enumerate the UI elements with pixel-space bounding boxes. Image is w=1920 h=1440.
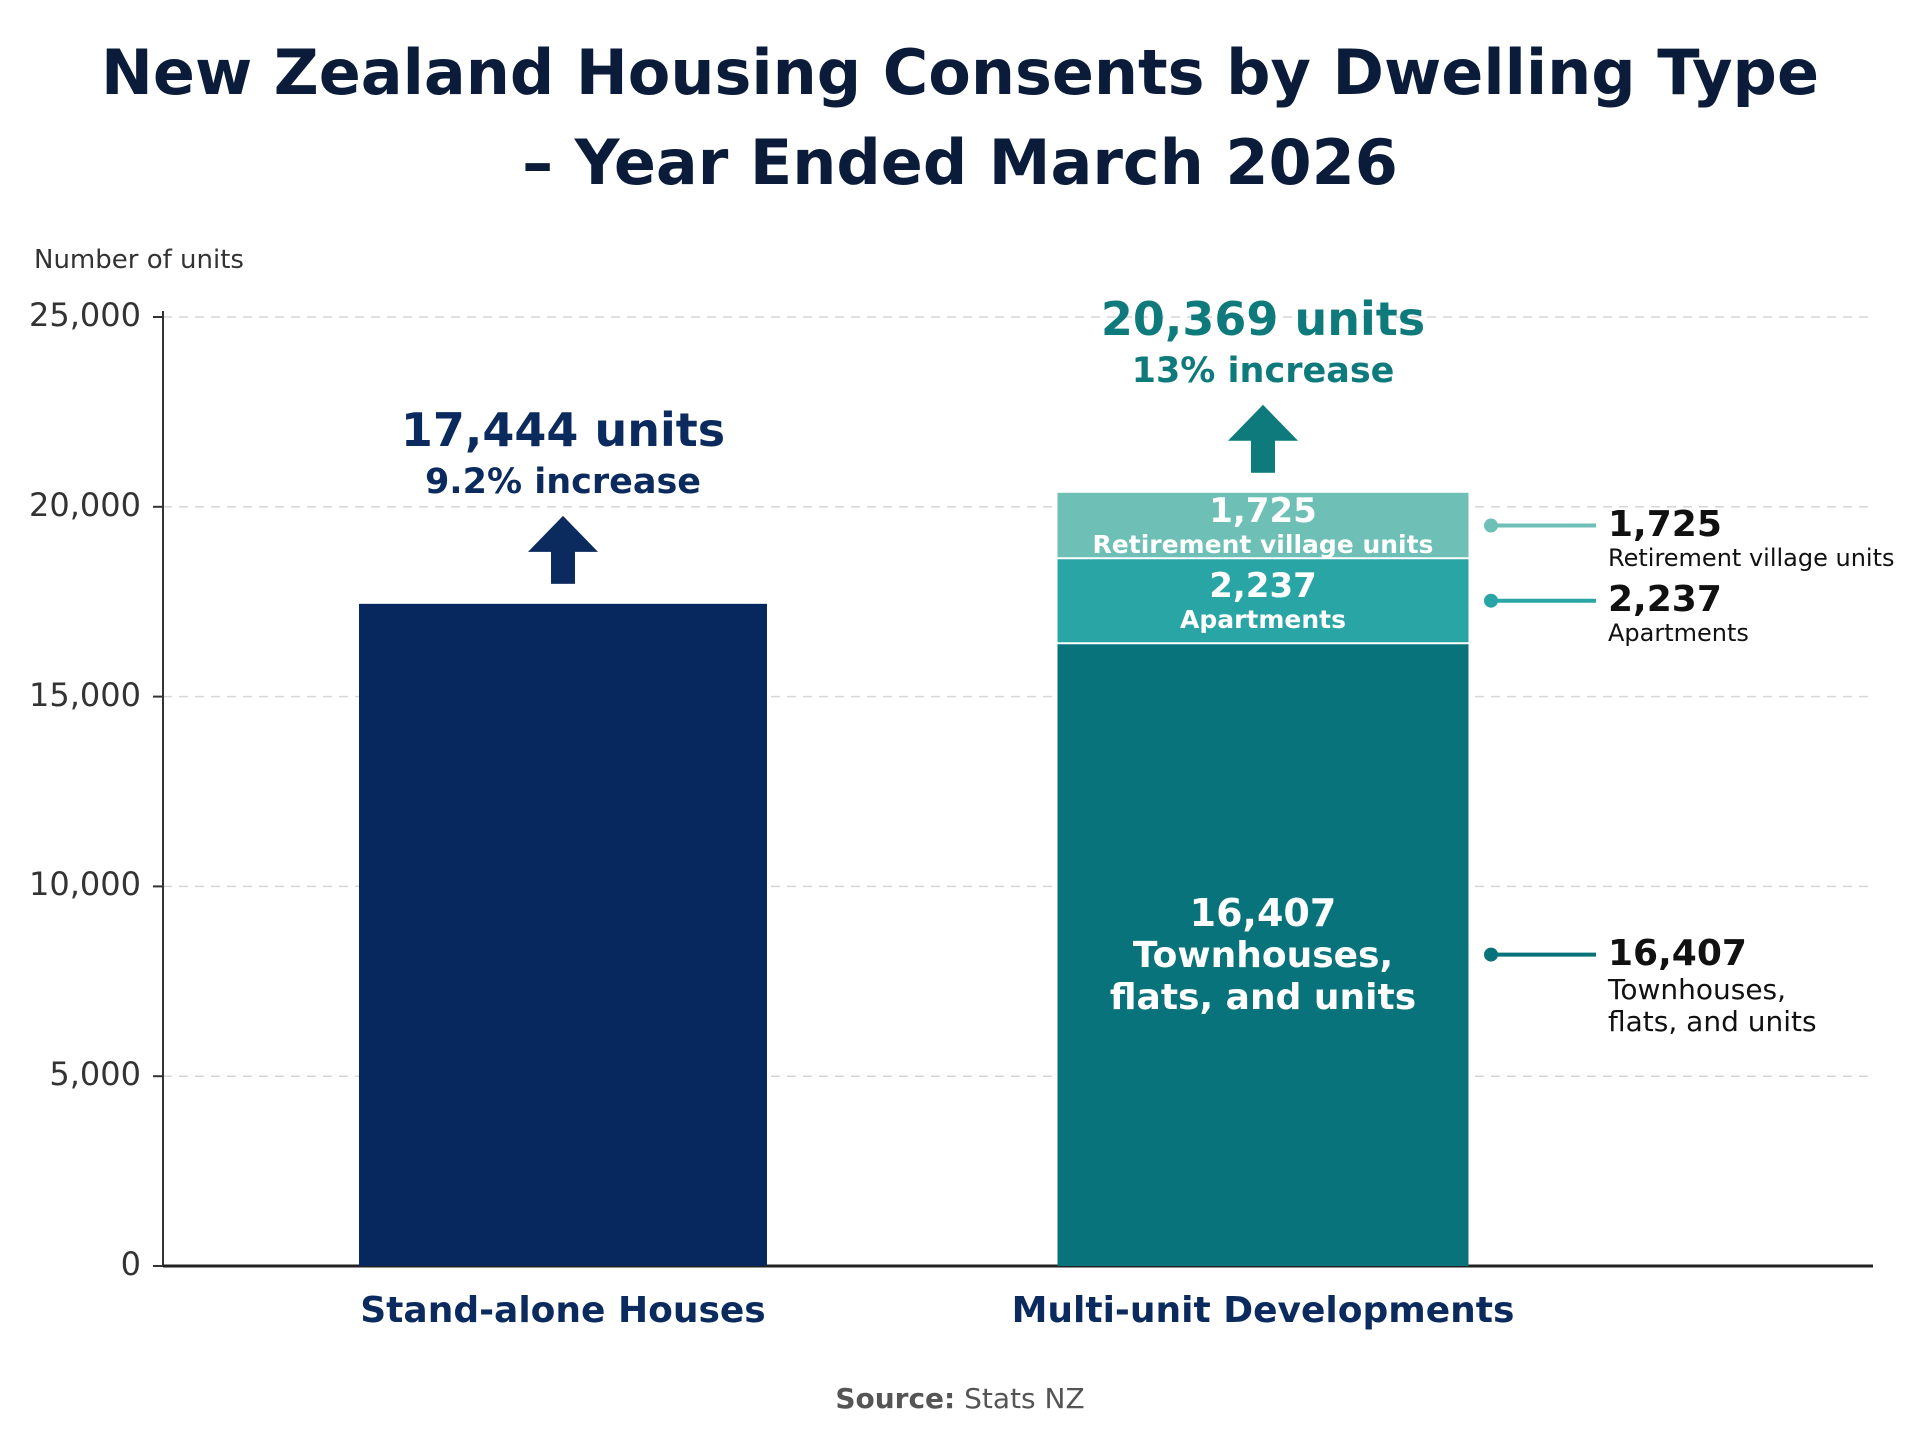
arrow-head — [528, 515, 598, 552]
callout-name: Townhouses, flats, and units — [1608, 972, 1817, 1039]
source-label: Source: — [835, 1382, 956, 1415]
segment-value-label: 16,407 — [1189, 890, 1337, 935]
change-label: 9.2% increase — [424, 461, 702, 502]
y-tick-label: 0 — [120, 1245, 141, 1283]
segment-label: 1,725 Retirement village units — [1083, 490, 1443, 560]
y-axis-title: Number of units — [34, 245, 244, 275]
callout-name: Apartments — [1608, 619, 1749, 648]
source: Source: Stats NZ — [0, 1382, 1920, 1415]
callout-name: Retirement village units — [1608, 543, 1895, 572]
change-label: 13% increase — [1131, 350, 1395, 391]
bar-segment — [359, 603, 767, 1266]
segment-label: 16,407 Townhouses, flats, and units — [1083, 890, 1443, 1018]
segment-name: Retirement village units — [1092, 529, 1434, 559]
segment-value-label: 1,725 — [1209, 490, 1317, 531]
callout: 16,407 Townhouses, flats, and units — [1608, 933, 1838, 1039]
source-text: Stats NZ — [964, 1382, 1085, 1415]
callout: 2,237 Apartments — [1608, 579, 1918, 648]
bar-segment — [1057, 492, 1469, 559]
total-label: 20,369 units — [1100, 291, 1426, 346]
segment-label: 2,237 Apartments — [1083, 565, 1443, 635]
callout-value: 16,407 — [1608, 932, 1747, 974]
total-label: 17,444 units — [400, 402, 726, 457]
arrow-shaft — [1251, 438, 1275, 473]
callout-value: 1,725 — [1608, 503, 1722, 545]
segment-name: Apartments — [1179, 604, 1347, 634]
y-tick-label: 5,000 — [49, 1055, 141, 1094]
y-tick-label: 15,000 — [29, 675, 141, 714]
chart-title: New Zealand Housing Consents by Dwelling… — [101, 36, 1819, 199]
segment-value-label: 2,237 — [1209, 565, 1317, 606]
y-tick-label: 20,000 — [29, 485, 141, 524]
segment-name: Townhouses, flats, and units — [1109, 935, 1417, 1018]
callout-value: 2,237 — [1608, 578, 1722, 620]
bar-segment — [1057, 558, 1469, 644]
callout: 1,725 Retirement village units — [1608, 504, 1918, 573]
bar-segment — [1057, 643, 1469, 1266]
arrow-head — [1228, 404, 1298, 441]
y-tick-label: 25,000 — [29, 296, 141, 334]
arrow-shaft — [551, 549, 575, 584]
x-tick-label: Stand-alone Houses — [360, 1290, 766, 1331]
x-tick-label: Multi-unit Developments — [1011, 1290, 1515, 1331]
y-tick-label: 10,000 — [29, 865, 141, 904]
